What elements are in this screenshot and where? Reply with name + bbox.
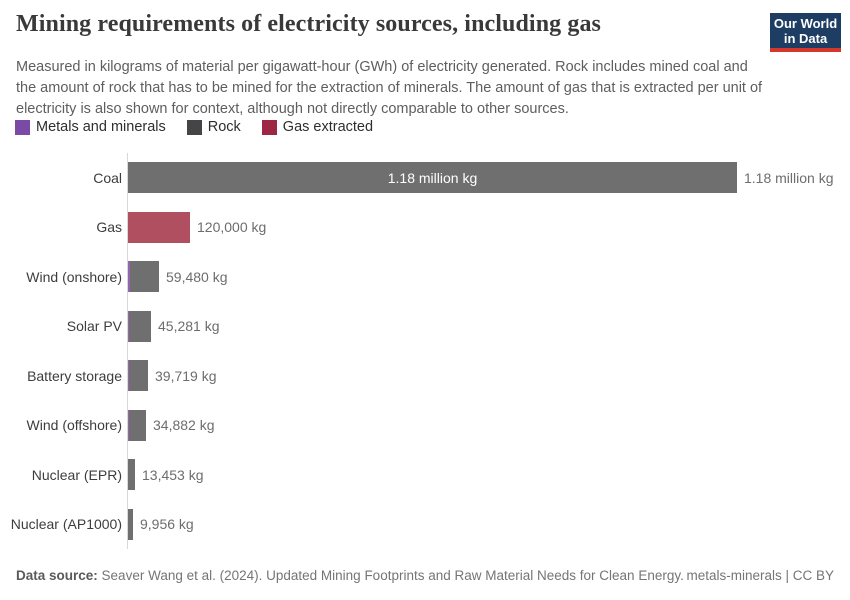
bar-segment-metals[interactable] [128, 310, 129, 342]
bar-value-label: 9,956 kg [140, 516, 194, 533]
legend-item-gas[interactable]: Gas extracted [261, 119, 374, 135]
bar[interactable] [128, 211, 190, 243]
bar-segment-rock[interactable] [130, 261, 159, 293]
rock-swatch-icon [186, 119, 202, 135]
chart-row: Wind (onshore) 59,480 kg [0, 252, 850, 302]
category-label: Gas [96, 219, 122, 236]
chart-row: Wind (offshore) 34,882 kg [0, 401, 850, 451]
owid-logo[interactable]: Our World in Data [770, 13, 841, 52]
bar-segment-gas[interactable] [128, 211, 190, 243]
bar[interactable]: 1.18 million kg [128, 162, 737, 194]
bar[interactable] [128, 459, 135, 491]
bar-area: 120,000 kg [128, 211, 850, 243]
legend-item-metals[interactable]: Metals and minerals [15, 119, 166, 135]
legend: Metals and minerals Rock Gas extracted [15, 119, 373, 135]
legend-item-label: Rock [207, 119, 241, 135]
bar-segment-rock[interactable] [128, 508, 133, 540]
chart-subtitle: Measured in kilograms of material per gi… [16, 59, 763, 117]
bar-value-label: 39,719 kg [155, 367, 217, 384]
bar-area: 9,956 kg [128, 508, 850, 540]
page-title: Mining requirements of electricity sourc… [16, 11, 601, 37]
category-label: Nuclear (AP1000) [10, 516, 122, 533]
metals-swatch-icon [15, 119, 30, 135]
chart-row: Nuclear (AP1000) 9,956 kg [0, 500, 850, 550]
bar-area: 45,281 kg [128, 310, 850, 342]
legend-item-label: Metals and minerals [36, 119, 166, 135]
data-source-text: Seaver Wang et al. (2024). Updated Minin… [101, 568, 684, 583]
bar-segment-rock[interactable] [129, 310, 151, 342]
bar-segment-metals[interactable] [128, 261, 130, 293]
legend-item-label: Gas extracted [282, 119, 374, 135]
gas-swatch-icon [261, 119, 277, 135]
category-label: Solar PV [66, 318, 122, 335]
bar-area: 59,480 kg [128, 261, 850, 293]
bar-value-label: 1.18 million kg [744, 169, 834, 186]
chart-row: Solar PV 45,281 kg [0, 302, 850, 352]
chart-row: Battery storage 39,719 kg [0, 351, 850, 401]
bar-value-label: 45,281 kg [158, 318, 220, 335]
chart-row: Gas 120,000 kg [0, 203, 850, 253]
category-label: Battery storage [27, 367, 122, 384]
category-label: Coal [93, 169, 122, 186]
category-label: Nuclear (EPR) [31, 466, 122, 483]
bar[interactable] [128, 310, 151, 342]
owid-logo-line2: in Data [783, 31, 828, 46]
bar-value-label: 59,480 kg [166, 268, 228, 285]
bar-segment-metals[interactable] [128, 409, 129, 441]
bar[interactable] [128, 508, 133, 540]
data-source-note: Data source: Seaver Wang et al. (2024). … [16, 568, 684, 583]
bar-chart: Coal 1.18 million kg 1.18 million kg Gas 120… [0, 153, 850, 549]
owid-logo-line1: Our World [773, 16, 838, 31]
bar-segment-metals[interactable] [128, 360, 129, 392]
bar-value-label: 13,453 kg [142, 466, 204, 483]
bar[interactable] [128, 409, 146, 441]
license-note[interactable]: metals-minerals | CC BY [686, 568, 834, 583]
bar-segment-rock[interactable] [128, 459, 135, 491]
chart-row: Nuclear (EPR) 13,453 kg [0, 450, 850, 500]
category-label: Wind (onshore) [26, 268, 122, 285]
bar-segment-rock[interactable] [129, 409, 146, 441]
bar-segment-rock[interactable] [129, 360, 148, 392]
bar[interactable] [128, 261, 159, 293]
category-label: Wind (offshore) [26, 417, 122, 434]
data-source-prefix: Data source: [16, 568, 98, 583]
bar-area: 1.18 million kg 1.18 million kg [128, 162, 850, 194]
bar-area: 34,882 kg [128, 409, 850, 441]
footer: Data source: Seaver Wang et al. (2024). … [16, 568, 834, 583]
bar[interactable] [128, 360, 148, 392]
bar-area: 39,719 kg [128, 360, 850, 392]
legend-item-rock[interactable]: Rock [186, 119, 241, 135]
y-axis-line [127, 153, 128, 549]
bar-value-label: 120,000 kg [197, 219, 267, 236]
bar-area: 13,453 kg [128, 459, 850, 491]
bar-segment-rock[interactable] [128, 162, 737, 194]
bar-value-label: 34,882 kg [153, 417, 215, 434]
